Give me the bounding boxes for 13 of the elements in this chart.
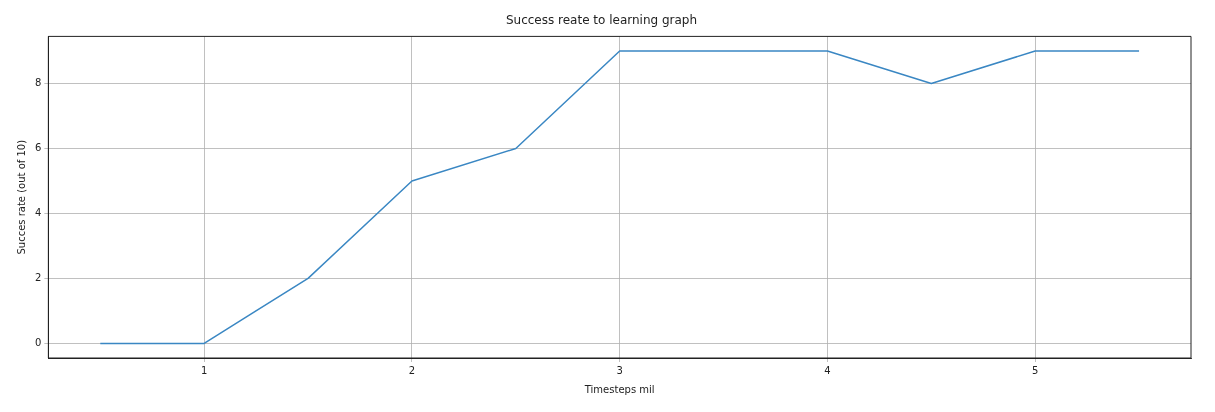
y-tick-label: 8 bbox=[34, 77, 42, 89]
x-axis-title: Timesteps mil bbox=[583, 383, 655, 395]
chart-title: Success reate to learning graph bbox=[505, 13, 698, 28]
x-tick-label: 5 bbox=[1032, 364, 1039, 376]
x-tick-label: 3 bbox=[616, 364, 623, 376]
y-tick-label: 2 bbox=[34, 272, 42, 284]
y-tick-label: 4 bbox=[34, 207, 42, 219]
y-tick-label: 0 bbox=[34, 336, 42, 348]
x-tick-label: 1 bbox=[200, 364, 208, 376]
y-tick-label: 6 bbox=[34, 142, 42, 154]
y-axis-title: Succes rate (out of 10) bbox=[15, 139, 27, 255]
x-tick-label: 2 bbox=[408, 364, 416, 376]
x-tick-label: 4 bbox=[824, 364, 831, 376]
